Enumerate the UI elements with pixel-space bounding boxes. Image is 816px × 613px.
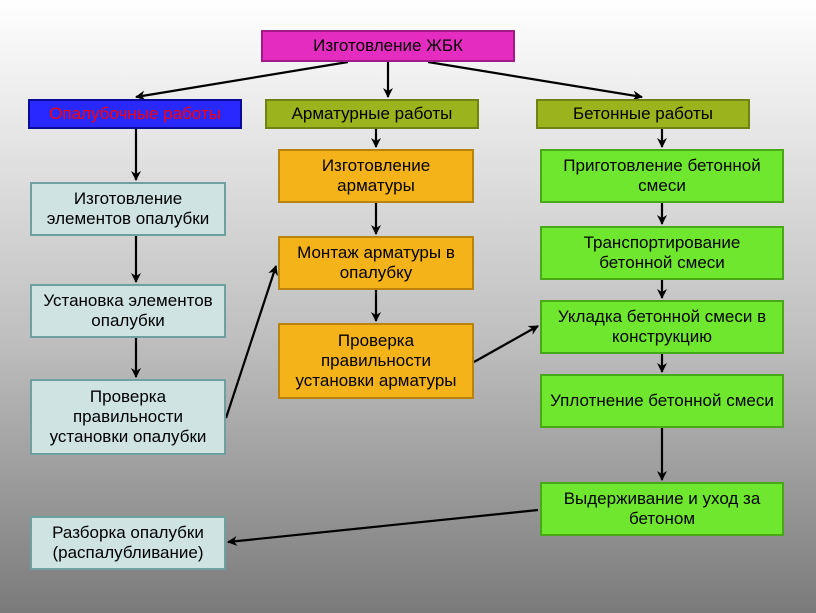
node-h2: Арматурные работы [265, 99, 479, 129]
node-a3-label: Проверка правильности установки опалубки [40, 387, 216, 447]
arrow-2 [428, 62, 642, 97]
node-c4: Уплотнение бетонной смеси [540, 374, 784, 428]
node-b2-label: Монтаж арматуры в опалубку [288, 243, 464, 283]
node-root-label: Изготовление ЖБК [271, 36, 505, 56]
arrow-14 [226, 266, 276, 418]
node-a2-label: Установка элементов опалубки [40, 291, 216, 331]
node-root: Изготовление ЖБК [261, 30, 515, 62]
node-c5: Выдерживание и уход за бетоном [540, 482, 784, 536]
node-c2: Транспортирование бетонной смеси [540, 226, 784, 280]
node-h1: Опалубочные работы [28, 99, 242, 129]
node-h1-label: Опалубочные работы [38, 104, 232, 124]
node-a3: Проверка правильности установки опалубки [30, 379, 226, 455]
node-c4-label: Уплотнение бетонной смеси [550, 391, 774, 411]
node-c1: Приготовление бетонной смеси [540, 149, 784, 203]
node-c5-label: Выдерживание и уход за бетоном [550, 489, 774, 529]
node-a2: Установка элементов опалубки [30, 284, 226, 338]
node-a1-label: Изготовление элементов опалубки [40, 189, 216, 229]
node-a4-label: Разборка опалубки (распалубливание) [40, 523, 216, 563]
arrow-16 [228, 510, 538, 542]
node-c1-label: Приготовление бетонной смеси [550, 156, 774, 196]
node-c3-label: Укладка бетонной смеси в конструкцию [550, 307, 774, 347]
node-b1: Изготовление арматуры [278, 149, 474, 203]
node-a4: Разборка опалубки (распалубливание) [30, 516, 226, 570]
node-b3-label: Проверка правильности установки арматуры [288, 331, 464, 391]
node-b1-label: Изготовление арматуры [288, 156, 464, 196]
arrow-1 [136, 62, 348, 97]
node-h3-label: Бетонные работы [546, 104, 740, 124]
node-h2-label: Арматурные работы [275, 104, 469, 124]
arrow-15 [474, 326, 538, 362]
node-b3: Проверка правильности установки арматуры [278, 323, 474, 399]
node-c3: Укладка бетонной смеси в конструкцию [540, 300, 784, 354]
node-a1: Изготовление элементов опалубки [30, 182, 226, 236]
node-h3: Бетонные работы [536, 99, 750, 129]
node-b2: Монтаж арматуры в опалубку [278, 236, 474, 290]
node-c2-label: Транспортирование бетонной смеси [550, 233, 774, 273]
